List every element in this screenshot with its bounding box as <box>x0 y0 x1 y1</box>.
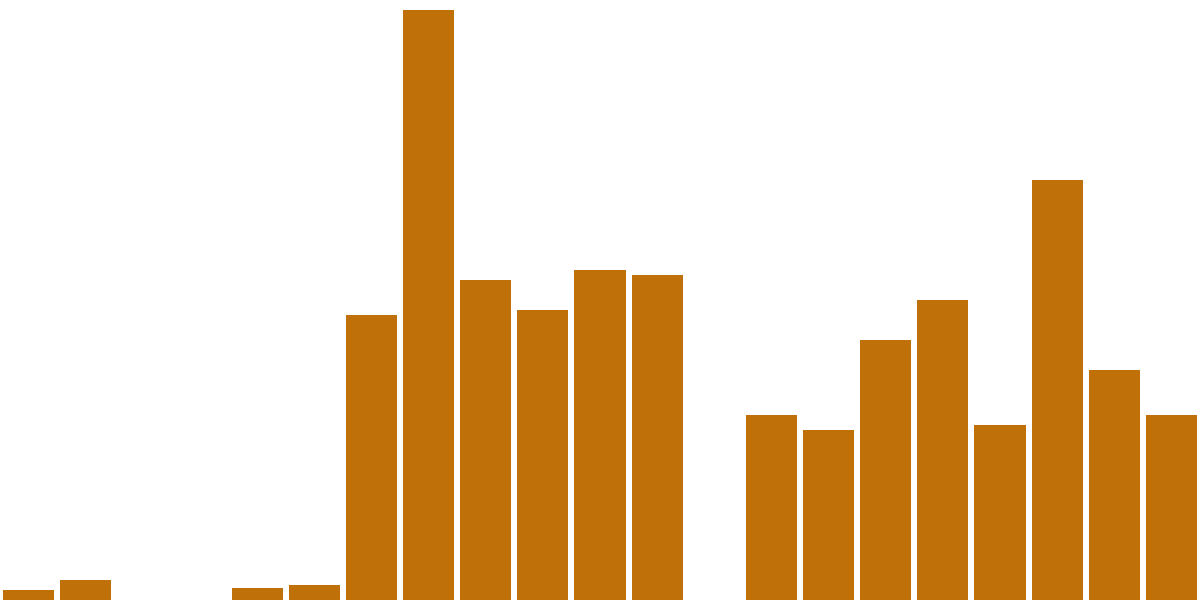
bar-19 <box>1089 370 1140 600</box>
bar-chart <box>0 0 1200 600</box>
bar-14 <box>803 430 854 600</box>
bar-5 <box>289 585 340 600</box>
bar-1 <box>60 580 111 600</box>
bar-18 <box>1032 180 1083 600</box>
bar-7 <box>403 10 454 600</box>
bar-9 <box>517 310 568 600</box>
bar-4 <box>232 588 283 600</box>
bar-20 <box>1146 415 1197 600</box>
bar-8 <box>460 280 511 600</box>
bar-11 <box>632 275 683 600</box>
bar-17 <box>974 425 1025 600</box>
bar-0 <box>3 590 54 600</box>
bar-13 <box>746 415 797 600</box>
bar-6 <box>346 315 397 600</box>
bar-15 <box>860 340 911 600</box>
bar-16 <box>917 300 968 600</box>
bar-10 <box>574 270 625 600</box>
